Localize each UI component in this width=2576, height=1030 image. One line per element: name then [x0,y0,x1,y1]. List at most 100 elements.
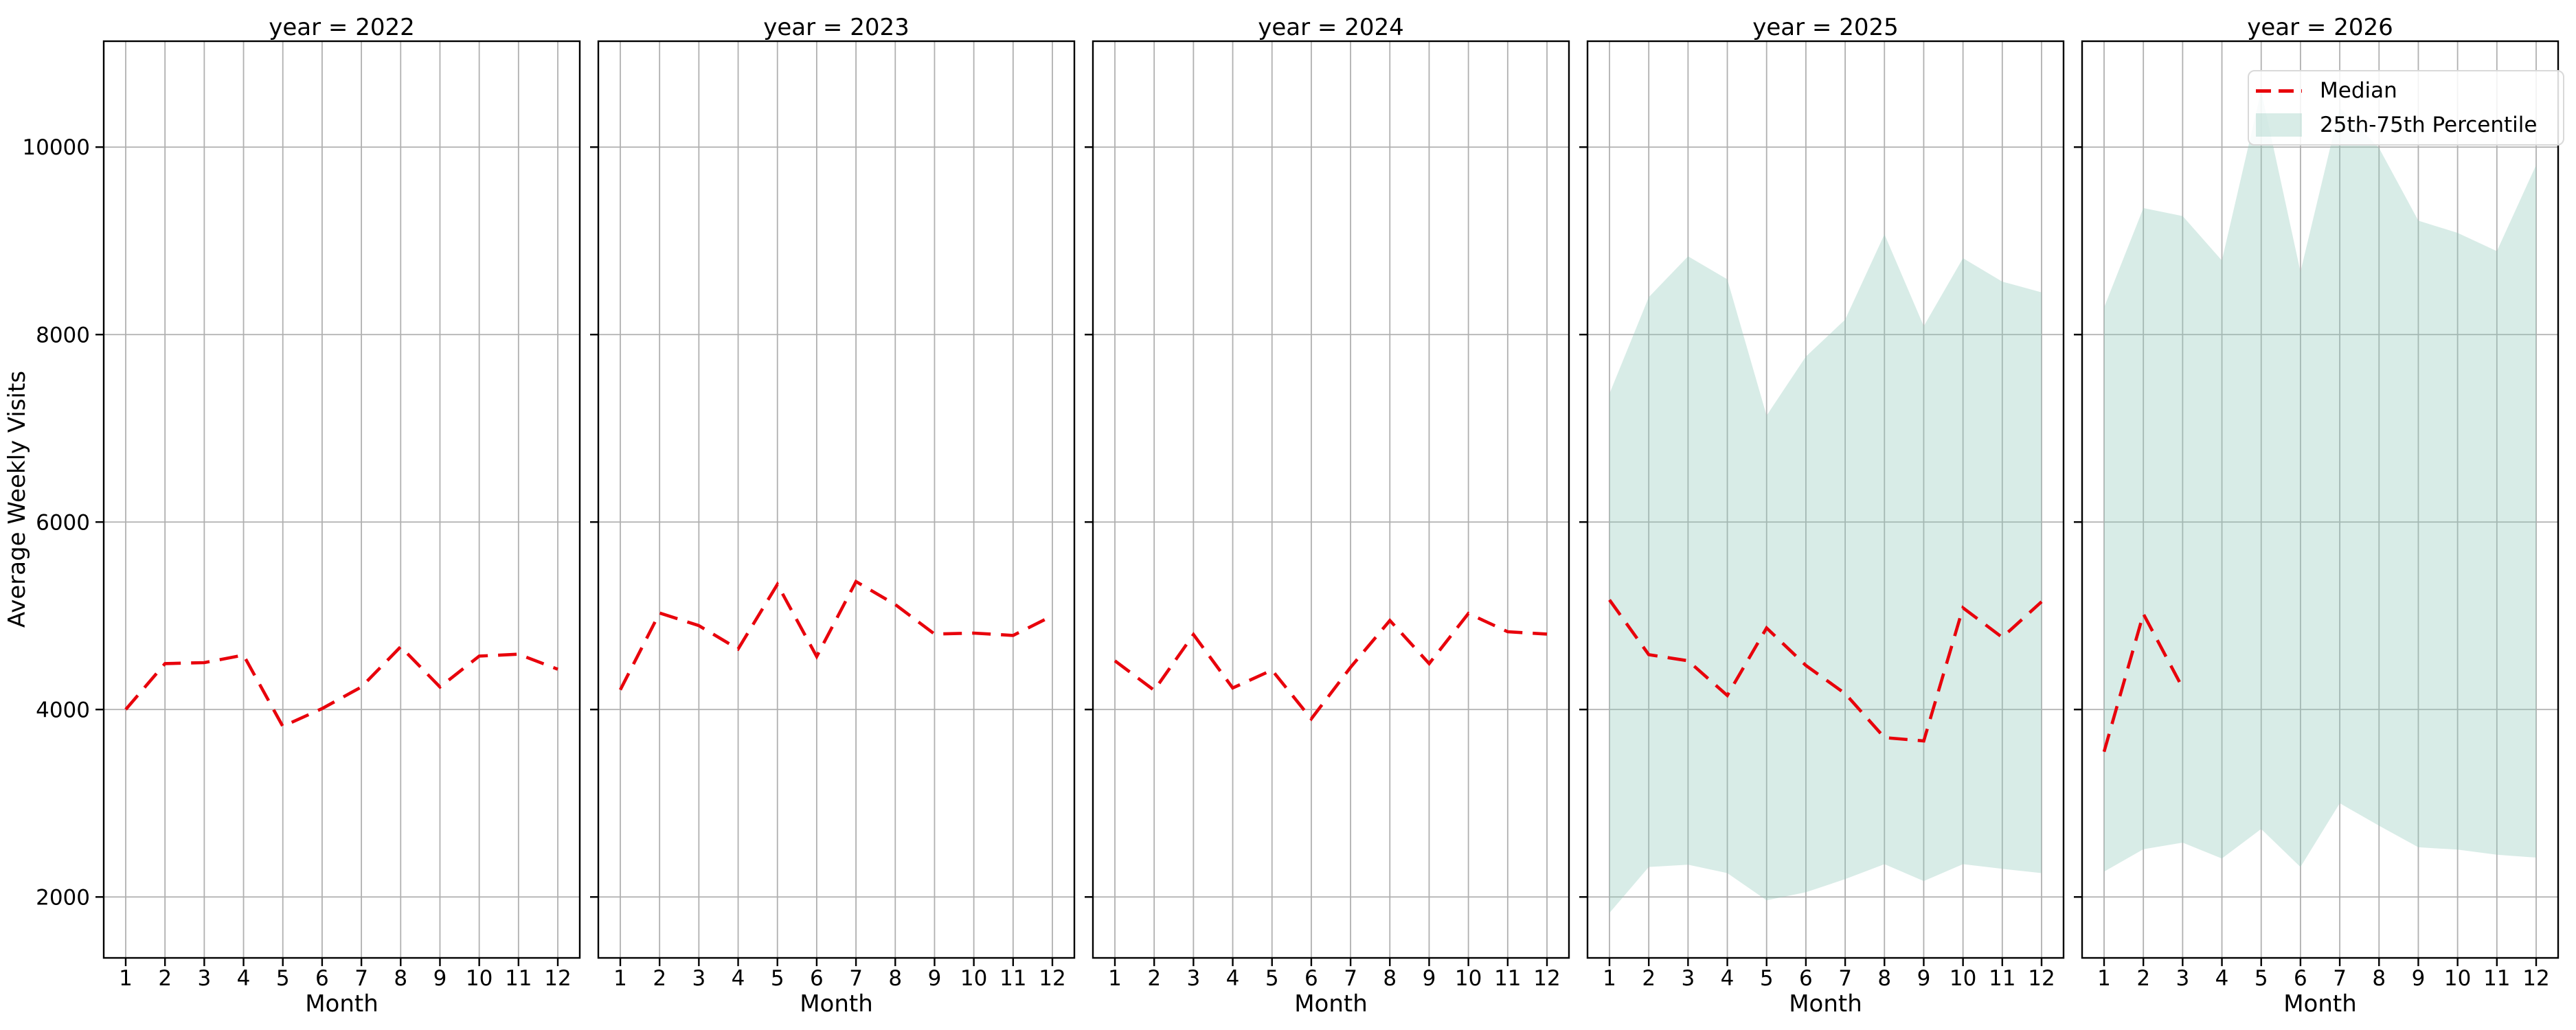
x-tick-label: 1 [119,966,133,991]
y-tick-labels: 2000 4000 6000 8000 10000 [22,135,90,910]
tick-marks [1085,146,1548,966]
x-tick-label: 7 [1344,966,1357,991]
tick-marks [1579,146,2043,966]
x-tick-label: 8 [1877,966,1891,991]
x-tick-label: 5 [1760,966,1774,991]
x-tick-label: 9 [433,966,447,991]
y-axis-label: Average Weekly Visits [3,370,31,628]
tick-marks [95,146,559,966]
x-tick-label: 6 [1304,966,1318,991]
median-line-2023 [618,579,1054,691]
gridlines [598,41,1074,958]
x-tick-label: 4 [732,966,745,991]
x-tick-label: 6 [1799,966,1813,991]
x-tick-label: 1 [1108,966,1122,991]
x-tick-label: 7 [2333,966,2347,991]
x-tick-label: 9 [1917,966,1931,991]
x-tick-label: 1 [613,966,627,991]
x-tick-label: 11 [999,966,1026,991]
x-tick-label: 12 [1039,966,1065,991]
legend-item-median: Median [2256,76,2556,106]
x-tick-labels: 1 2 3 4 5 6 7 8 9 10 11 12 [119,966,572,991]
x-tick-label: 2 [158,966,172,991]
x-tick-label: 12 [544,966,571,991]
x-tick-labels: 1 2 3 4 5 6 7 8 9 10 11 12 [1603,966,2055,991]
x-tick-label: 3 [692,966,705,991]
facet-2023: 1 2 3 4 5 6 7 8 9 10 11 12 [590,40,1076,991]
x-tick-labels: 1 2 3 4 5 6 7 8 9 10 11 12 [2097,966,2550,991]
x-axis-label-2024: Month [1294,990,1368,1018]
x-axis-label-2023: Month [800,990,873,1018]
x-tick-label: 5 [2255,966,2268,991]
x-tick-label: 10 [1455,966,1482,991]
facet-title-2026: year = 2026 [2247,14,2393,41]
x-tick-label: 8 [2372,966,2386,991]
x-tick-label: 7 [354,966,368,991]
median-line-2022 [124,644,558,729]
x-tick-label: 5 [276,966,290,991]
x-tick-label: 11 [505,966,532,991]
x-tick-label: 12 [2028,966,2055,991]
y-tick-label: 6000 [36,510,90,535]
x-tick-label: 1 [1603,966,1616,991]
x-axis-label-2025: Month [1789,990,1862,1018]
x-tick-label: 8 [888,966,902,991]
x-tick-label: 9 [1423,966,1436,991]
x-tick-label: 8 [394,966,407,991]
y-tick-label: 4000 [36,698,90,722]
panel-spines [1092,40,1570,959]
x-tick-label: 3 [1186,966,1200,991]
y-tick-label: 10000 [22,135,90,160]
x-tick-label: 8 [1383,966,1397,991]
facet-title-2023: year = 2023 [763,14,909,41]
panel-spines [597,40,1076,959]
facet-title-2025: year = 2025 [1752,14,1899,41]
panel-spines [102,40,581,959]
x-tick-label: 11 [2483,966,2510,991]
facet-title-2022: year = 2022 [269,14,415,41]
x-tick-label: 10 [2444,966,2471,991]
x-tick-label: 11 [1494,966,1521,991]
median-line-swatch [2256,89,2302,93]
x-tick-label: 5 [771,966,784,991]
x-tick-labels: 1 2 3 4 5 6 7 8 9 10 11 12 [1108,966,1561,991]
y-tick-label: 8000 [36,323,90,347]
x-tick-label: 10 [1950,966,1976,991]
x-tick-label: 6 [315,966,329,991]
x-tick-label: 4 [1721,966,1735,991]
x-tick-label: 2 [1147,966,1161,991]
tick-marks [2074,146,2538,966]
panel-spines [1586,40,2065,959]
x-tick-label: 12 [1533,966,1560,991]
legend-label-percentile: 25th-75th Percentile [2320,113,2538,137]
panel-spines [2081,40,2560,959]
percentile-band-2026 [2104,91,2536,872]
legend-item-percentile: 25th-75th Percentile [2256,110,2556,140]
x-tick-label: 7 [1838,966,1852,991]
x-tick-labels: 1 2 3 4 5 6 7 8 9 10 11 12 [613,966,1066,991]
x-tick-label: 3 [2176,966,2189,991]
x-tick-label: 9 [2412,966,2426,991]
x-tick-label: 12 [2522,966,2549,991]
facet-2024: 1 2 3 4 5 6 7 8 9 10 11 12 [1085,40,1570,991]
gridlines [2082,41,2558,958]
x-tick-label: 4 [237,966,251,991]
x-tick-label: 2 [653,966,666,991]
x-tick-label: 11 [1989,966,2015,991]
x-tick-label: 3 [1681,966,1695,991]
x-tick-label: 2 [1642,966,1656,991]
x-tick-label: 7 [849,966,863,991]
x-tick-label: 9 [928,966,942,991]
x-tick-label: 10 [960,966,987,991]
x-tick-label: 6 [810,966,824,991]
x-tick-label: 4 [1226,966,1240,991]
facet-title-2024: year = 2024 [1258,14,1404,41]
chart-legend: Median 25th-75th Percentile [2248,70,2564,146]
gridlines [1588,41,2064,958]
x-tick-label: 1 [2097,966,2111,991]
x-tick-label: 2 [2136,966,2150,991]
x-tick-label: 6 [2294,966,2307,991]
